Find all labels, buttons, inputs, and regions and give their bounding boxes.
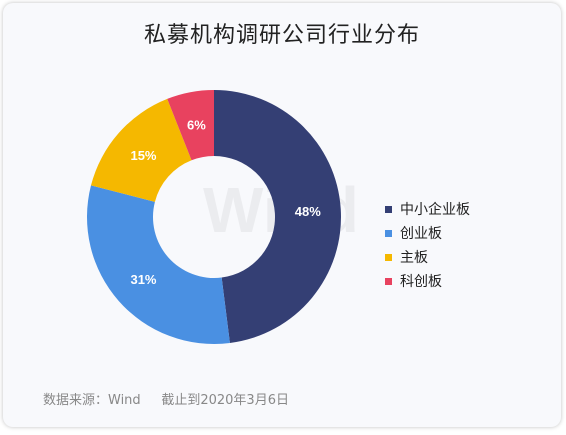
slice-value-label-2: 31% — [130, 272, 156, 287]
donut-chart: 48% 31% 15% 6% — [87, 90, 342, 344]
legend-item-1: 中小企业板 — [385, 197, 470, 221]
chart-title: 私募机构调研公司行业分布 — [143, 23, 420, 48]
legend-label: 主板 — [400, 250, 428, 266]
chart-card: 私募机构调研公司行业分布 Wind 48%31%15%6% 中小企业板创业板主板… — [3, 3, 561, 427]
donut-slice-1 — [214, 90, 342, 343]
donut-slice-4 — [167, 90, 214, 161]
legend-item-3: 主板 — [385, 245, 470, 269]
legend-item-4: 科创板 — [385, 269, 470, 293]
legend-swatch — [385, 205, 392, 213]
donut-slice-3 — [90, 98, 192, 202]
legend-swatch — [385, 229, 392, 237]
chart-legend: 中小企业板创业板主板科创板 — [385, 197, 470, 293]
legend-swatch — [385, 277, 392, 285]
slice-value-label-1: 48% — [295, 204, 321, 219]
legend-label: 中小企业板 — [400, 202, 470, 218]
legend-item-2: 创业板 — [385, 221, 470, 245]
slice-value-label-3: 15% — [130, 148, 156, 163]
slice-value-label-4: 6% — [187, 118, 206, 133]
legend-label: 科创板 — [400, 274, 442, 290]
legend-label: 创业板 — [400, 226, 442, 242]
source-note: 数据来源：Wind 截止到2020年3月6日 — [43, 393, 289, 408]
donut-slice-2 — [87, 185, 230, 344]
legend-swatch — [385, 253, 392, 261]
